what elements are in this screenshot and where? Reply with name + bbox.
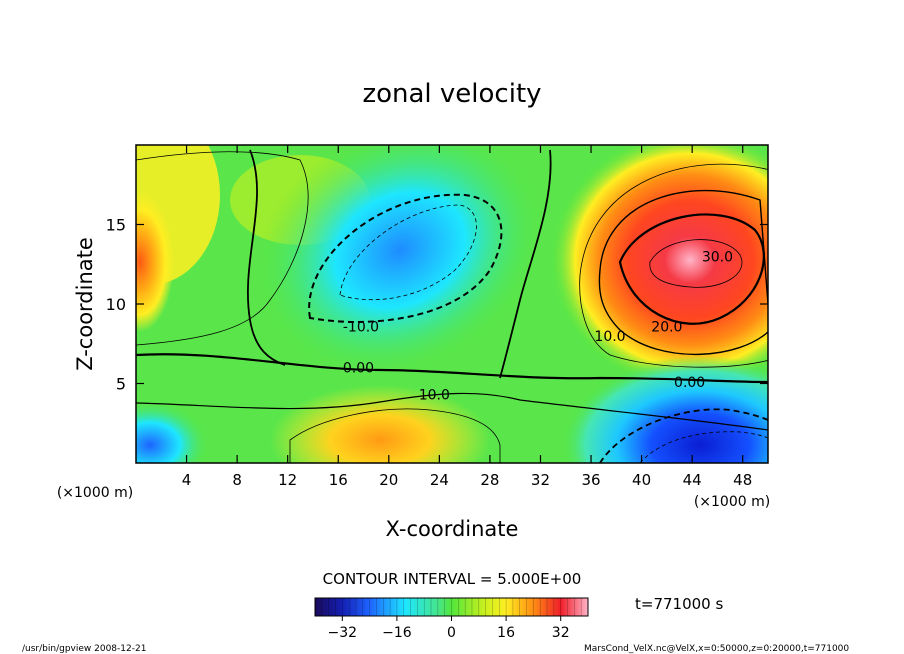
footer-left: /usr/bin/gpview 2008-12-21 [22,644,146,654]
x-tick-label: 28 [480,471,499,489]
heatmap-field [136,145,768,463]
x-tick-label: 20 [379,471,398,489]
contour-labels: 30.0 20.0 10.0 0.00 -10.0 0.00 10.0 [343,249,733,403]
contour-label: 0.00 [674,375,705,391]
contour-interval-text: CONTOUR INTERVAL = 5.000E+00 [323,570,582,588]
x-tick-label: 36 [581,471,600,489]
y-tick-label: 10 [106,295,126,314]
x-tick-label: 48 [733,471,752,489]
time-label: t=771000 s [635,595,723,613]
x-tick-label: 16 [329,471,348,489]
contour-label: 10.0 [594,329,625,345]
contour-label: 20.0 [651,319,682,335]
y-tick-label: 5 [116,375,126,394]
x-tick-label: 8 [232,471,242,489]
colorbar-tick-label: 16 [497,625,515,641]
x-units-right: (×1000 m) [694,494,770,510]
contour-label: 10.0 [419,388,450,404]
x-tick-label: 44 [683,471,702,489]
colorbar-tick-label: 32 [552,625,570,641]
footer-right: MarsCond_VelX.nc@VelX,x=0:50000,z=0:2000… [584,644,849,654]
x-axis: 4 8 12 16 20 24 28 32 36 40 44 48 [182,145,752,489]
x-tick-label: 12 [278,471,297,489]
y-axis-label: Z-coordinate [73,237,97,371]
x-tick-label: 32 [531,471,550,489]
contour-label: 30.0 [702,249,733,265]
x-tick-label: 24 [430,471,449,489]
x-units-left: (×1000 m) [57,485,133,501]
contour-label: -10.0 [343,319,379,335]
colorbar-tick-label: −16 [382,625,412,641]
y-axis: 5 10 15 [106,216,768,394]
x-tick-label: 40 [632,471,651,489]
x-tick-label: 4 [182,471,192,489]
chart-title: zonal velocity [362,79,541,109]
y-tick-label: 15 [106,216,126,235]
colorbar-tick-label: 0 [447,625,456,641]
contour-lines [136,149,768,463]
x-axis-label: X-coordinate [386,517,519,541]
colorbar-tick-label: −32 [328,625,358,641]
colorbar-ticks: −32 −16 0 16 32 [321,598,582,641]
contour-label: 0.00 [343,361,374,377]
